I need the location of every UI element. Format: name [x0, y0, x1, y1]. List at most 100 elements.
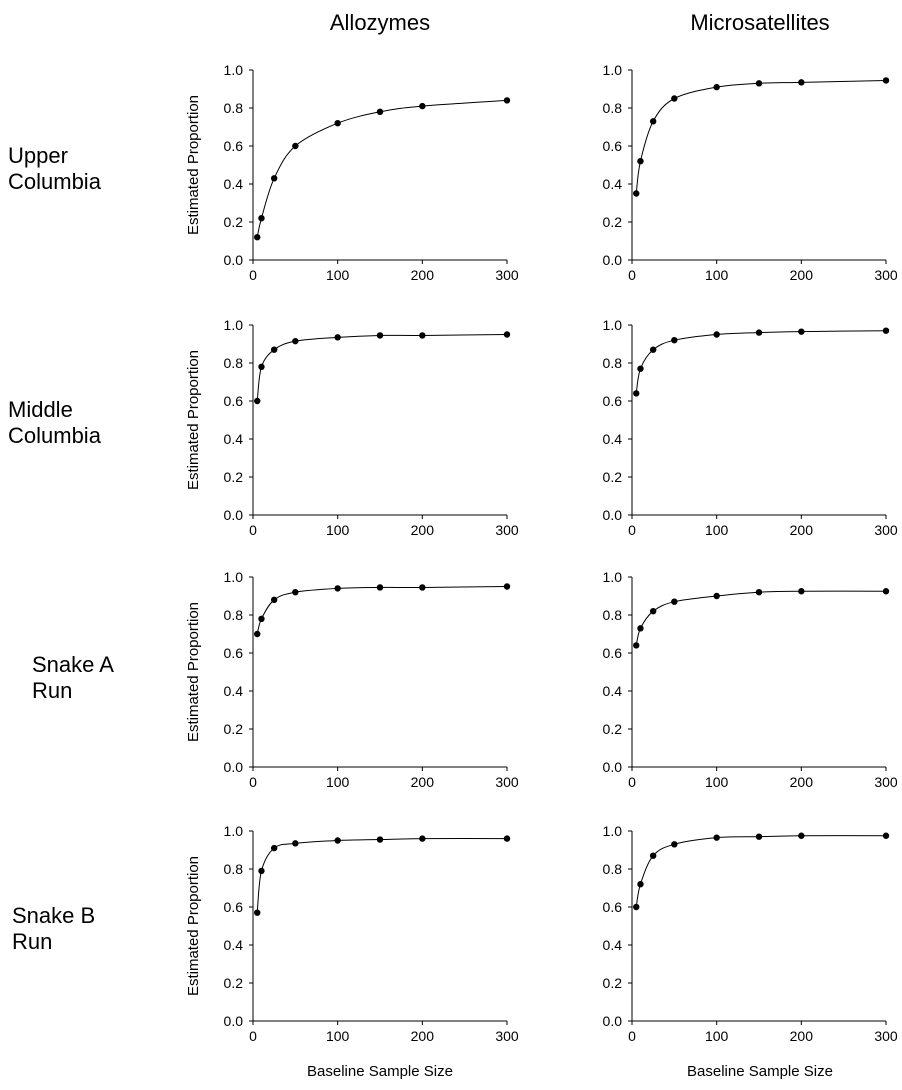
data-point — [292, 840, 299, 847]
row-label-middle-columbia: Middle Columbia — [8, 397, 101, 449]
data-point — [419, 835, 426, 842]
x-tick-label: 200 — [790, 522, 814, 538]
data-point — [671, 841, 678, 848]
data-point — [258, 215, 265, 222]
data-point — [270, 175, 278, 182]
data-point — [254, 630, 261, 638]
x-tick-label: 0 — [628, 774, 636, 790]
data-point — [503, 97, 511, 104]
data-point — [376, 108, 384, 116]
x-tick-label: 100 — [705, 522, 729, 538]
y-tick-label: 0.4 — [224, 937, 244, 953]
data-point — [258, 615, 265, 622]
row-label-line-2: Run — [32, 678, 73, 703]
x-tick-label: 0 — [628, 1028, 636, 1044]
chart-panel: 0.0 0.2 0.4 0.6 0.8 1.0 0 100 200 300 — [603, 823, 898, 1044]
y-tick-label: 0.2 — [603, 469, 623, 485]
series-line — [256, 99, 508, 238]
y-tick-label: 0.0 — [224, 252, 244, 268]
data-point — [755, 80, 763, 87]
data-point — [713, 834, 720, 841]
data-point — [292, 142, 299, 150]
y-tick-label: 0.2 — [603, 975, 623, 991]
y-tick-label: 0.4 — [603, 683, 623, 699]
data-point — [503, 583, 511, 590]
x-tick-label: 0 — [249, 522, 257, 538]
data-point — [882, 832, 890, 839]
data-point — [334, 120, 341, 127]
x-tick-label: 300 — [495, 774, 519, 790]
x-tick-label: 200 — [411, 1028, 435, 1044]
x-tick-label: 100 — [705, 774, 729, 790]
chart-grid: 0.0 0.2 0.4 0.6 0.8 1.0 0 100 200 300 Estimated Pr… — [185, 62, 898, 1044]
y-tick-label: 0.0 — [224, 507, 244, 523]
data-point — [671, 598, 678, 605]
chart-panel: 0.0 0.2 0.4 0.6 0.8 1.0 0 100 200 300 Estimated Pr… — [185, 62, 519, 283]
row-label-line-1: Snake B — [12, 903, 96, 928]
data-point — [376, 836, 384, 843]
x-tick-label: 100 — [326, 1028, 350, 1044]
y-tick-label: 0.8 — [224, 861, 244, 877]
x-tick-label: 0 — [628, 267, 636, 283]
data-point — [637, 881, 644, 888]
data-point — [254, 909, 261, 916]
y-tick-label: 0.6 — [603, 393, 623, 409]
data-point — [633, 390, 640, 397]
data-point — [254, 397, 261, 405]
y-axis-label: Estimated Proportion — [185, 95, 202, 235]
y-tick-label: 0.8 — [603, 355, 623, 371]
chart-panel: 0.0 0.2 0.4 0.6 0.8 1.0 0 100 200 300 Estimated Pr… — [185, 569, 519, 790]
x-tick-label: 300 — [874, 1028, 898, 1044]
y-tick-label: 0.6 — [224, 393, 244, 409]
data-point — [755, 329, 763, 336]
x-tick-label: 200 — [790, 1028, 814, 1044]
x-tick-label: 0 — [628, 522, 636, 538]
y-tick-label: 0.6 — [224, 899, 244, 915]
y-tick-label: 0.4 — [603, 431, 623, 447]
y-tick-label: 0.8 — [224, 355, 244, 371]
chart-panel: 0.0 0.2 0.4 0.6 0.8 1.0 0 100 200 300 Estimated Pr… — [185, 317, 519, 538]
y-tick-label: 1.0 — [603, 569, 623, 585]
x-tick-label: 200 — [411, 522, 435, 538]
row-label-line-1: Snake A — [32, 652, 114, 677]
data-point — [798, 588, 805, 595]
y-tick-label: 0.6 — [603, 138, 623, 154]
x-tick-label: 100 — [326, 267, 350, 283]
data-point — [798, 79, 805, 86]
data-point — [503, 835, 511, 842]
series-line — [256, 838, 508, 913]
y-tick-label: 0.0 — [224, 1013, 244, 1029]
row-label-line-1: Upper — [8, 143, 68, 168]
data-point — [292, 337, 299, 345]
y-axis-label: Estimated Proportion — [185, 602, 202, 742]
data-point — [649, 852, 657, 859]
y-tick-label: 0.4 — [603, 937, 623, 953]
data-point — [258, 867, 265, 875]
y-tick-label: 1.0 — [224, 823, 244, 839]
data-point — [334, 837, 341, 844]
data-point — [755, 833, 763, 840]
y-tick-label: 1.0 — [603, 62, 623, 78]
y-tick-label: 1.0 — [603, 823, 623, 839]
data-point — [671, 95, 678, 102]
y-tick-label: 0.0 — [603, 252, 623, 268]
x-tick-label: 0 — [249, 267, 257, 283]
x-axis-label-allozymes: Baseline Sample Size — [307, 1063, 453, 1080]
x-tick-label: 300 — [495, 1028, 519, 1044]
x-tick-label: 300 — [874, 522, 898, 538]
data-point — [713, 592, 720, 600]
y-tick-label: 0.2 — [224, 975, 244, 991]
data-point — [649, 608, 657, 615]
y-tick-label: 0.0 — [603, 507, 623, 523]
x-tick-label: 300 — [874, 267, 898, 283]
row-label-snake-b-run: Snake B Run — [12, 903, 95, 955]
series-line — [256, 334, 508, 402]
y-tick-label: 0.0 — [603, 1013, 623, 1029]
x-tick-label: 100 — [705, 1028, 729, 1044]
x-tick-label: 200 — [790, 774, 814, 790]
data-point — [258, 363, 265, 370]
row-label-line-2: Columbia — [8, 423, 101, 448]
y-tick-label: 0.4 — [224, 176, 244, 192]
y-axis-label: Estimated Proportion — [185, 856, 202, 996]
y-tick-label: 1.0 — [224, 62, 244, 78]
